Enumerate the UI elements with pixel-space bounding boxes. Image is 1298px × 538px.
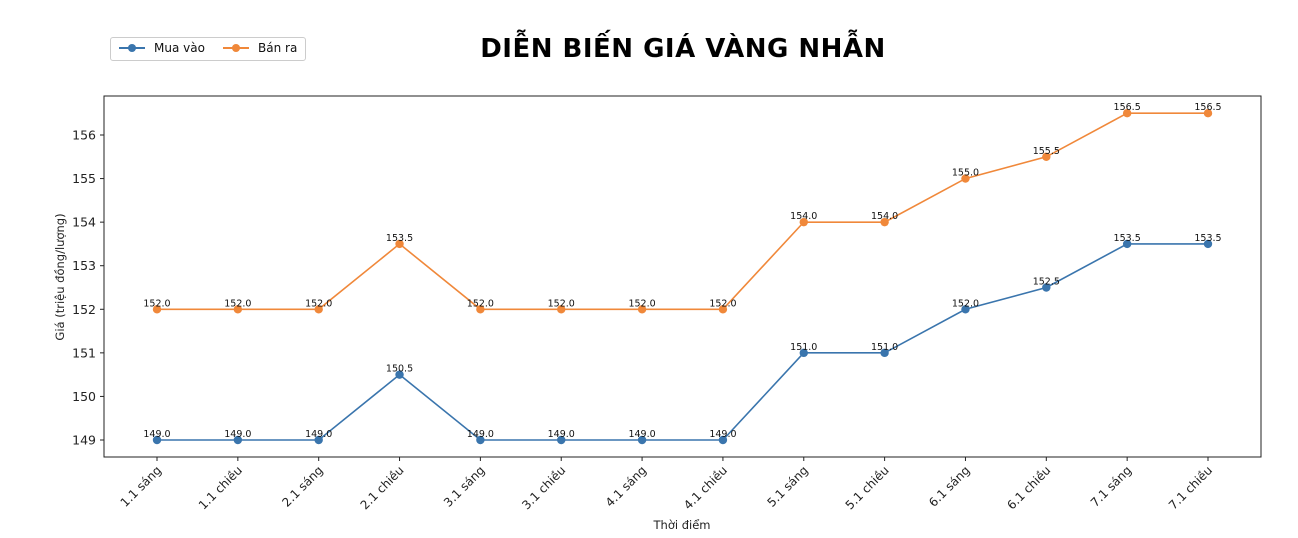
legend-label: Bán ra	[258, 41, 298, 55]
svg-text:2.1 sáng: 2.1 sáng	[279, 463, 325, 509]
data-label: 150.5	[386, 364, 413, 375]
data-label: 149.0	[548, 429, 575, 440]
data-label: 151.0	[790, 342, 817, 353]
svg-text:154: 154	[72, 215, 96, 230]
chart-title: DIỄN BIẾN GIÁ VÀNG NHẪN	[480, 34, 886, 64]
data-label: 149.0	[628, 429, 655, 440]
series-ban-ra: 152.0 152.0 152.0 153.5 152.0 152.0 152.0 152.0…	[143, 102, 1222, 314]
legend-label: Mua vào	[154, 41, 205, 55]
data-label: 149.0	[143, 429, 170, 440]
svg-text:6.1 sáng: 6.1 sáng	[926, 463, 972, 509]
svg-text:150: 150	[72, 389, 96, 404]
svg-text:156: 156	[72, 128, 96, 143]
svg-text:3.1 sáng: 3.1 sáng	[441, 463, 487, 509]
svg-text:5.1 sáng: 5.1 sáng	[764, 463, 810, 509]
data-label: 149.0	[305, 429, 332, 440]
data-label: 153.5	[1194, 233, 1221, 244]
svg-text:151: 151	[72, 345, 96, 360]
legend-marker-icon	[119, 42, 145, 54]
data-label: 149.0	[467, 429, 494, 440]
svg-text:149: 149	[72, 433, 96, 448]
data-label: 152.0	[548, 298, 575, 309]
legend-marker-icon	[223, 42, 249, 54]
data-label: 149.0	[709, 429, 736, 440]
data-label: 152.0	[709, 298, 736, 309]
legend-item-mua-vao: Mua vào	[119, 41, 205, 55]
x-axis-label: Thời điểm	[653, 518, 711, 532]
svg-text:2.1 chiều: 2.1 chiều	[358, 463, 407, 512]
y-axis-label: Giá (triệu đồng/lượng)	[53, 213, 67, 340]
data-label: 152.0	[467, 298, 494, 309]
svg-text:7.1 chiều: 7.1 chiều	[1166, 463, 1215, 512]
data-label: 153.5	[1114, 233, 1141, 244]
svg-text:5.1 chiều: 5.1 chiều	[843, 463, 892, 512]
data-label: 149.0	[224, 429, 251, 440]
y-axis: 149 150 151 152 153 154 155 156	[72, 128, 104, 448]
data-label: 154.0	[871, 211, 898, 222]
plot-area	[103, 95, 1262, 458]
svg-text:1.1 sáng: 1.1 sáng	[118, 463, 164, 509]
data-label: 155.5	[1033, 146, 1060, 157]
svg-text:3.1 chiều: 3.1 chiều	[519, 463, 568, 512]
data-label: 152.0	[628, 298, 655, 309]
data-label: 152.0	[143, 298, 170, 309]
svg-text:152: 152	[72, 302, 96, 317]
data-label: 156.5	[1194, 102, 1221, 113]
data-label: 152.0	[305, 298, 332, 309]
data-label: 152.0	[224, 298, 251, 309]
svg-text:6.1 chiều: 6.1 chiều	[1004, 463, 1053, 512]
data-label: 152.5	[1033, 277, 1060, 288]
data-label: 155.0	[952, 168, 979, 179]
svg-text:1.1 chiều: 1.1 chiều	[196, 463, 245, 512]
data-label: 153.5	[386, 233, 413, 244]
data-label: 154.0	[790, 211, 817, 222]
legend: Mua vào Bán ra	[110, 37, 306, 61]
data-label: 152.0	[952, 298, 979, 309]
svg-text:153: 153	[72, 258, 96, 273]
svg-text:155: 155	[72, 171, 96, 186]
svg-text:4.1 chiều: 4.1 chiều	[681, 463, 730, 512]
svg-text:7.1 sáng: 7.1 sáng	[1088, 463, 1134, 509]
series-mua-vao: 149.0 149.0 149.0 150.5 149.0 149.0 149.0 149.0…	[143, 233, 1222, 445]
data-label: 156.5	[1114, 102, 1141, 113]
svg-text:4.1 sáng: 4.1 sáng	[603, 463, 649, 509]
legend-item-ban-ra: Bán ra	[223, 41, 297, 55]
data-label: 151.0	[871, 342, 898, 353]
x-axis: 1.1 sáng 1.1 chiều 2.1 sáng 2.1 chiều 3.1 sá…	[118, 457, 1215, 512]
